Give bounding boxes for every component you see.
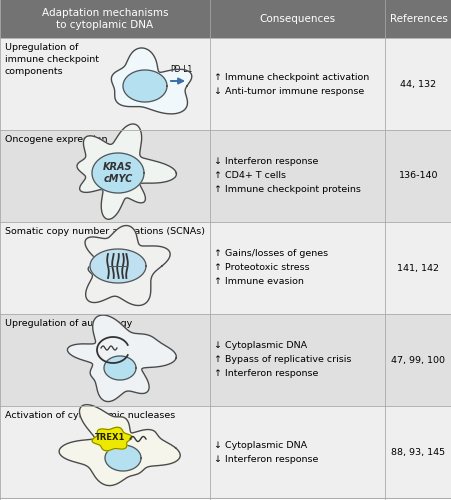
Text: cMYC: cMYC bbox=[103, 174, 132, 184]
Polygon shape bbox=[92, 428, 132, 450]
Text: TREX1: TREX1 bbox=[95, 434, 125, 442]
Text: Activation of cytoplasmic nucleases: Activation of cytoplasmic nucleases bbox=[5, 411, 175, 420]
Polygon shape bbox=[90, 249, 146, 283]
Text: 136-140: 136-140 bbox=[398, 172, 437, 180]
Text: ↑ Immune evasion: ↑ Immune evasion bbox=[213, 278, 303, 286]
Text: Consequences: Consequences bbox=[259, 14, 335, 24]
Polygon shape bbox=[105, 445, 141, 471]
Polygon shape bbox=[123, 70, 166, 102]
Bar bbox=[384, 38, 451, 130]
Text: ↓ Interferon response: ↓ Interferon response bbox=[213, 454, 318, 464]
Text: PD-L1: PD-L1 bbox=[170, 64, 192, 74]
Bar bbox=[0, 0, 451, 38]
Text: ↓ Anti-tumor immune response: ↓ Anti-tumor immune response bbox=[213, 86, 364, 96]
Bar bbox=[210, 406, 384, 498]
Polygon shape bbox=[59, 404, 180, 485]
Bar bbox=[384, 406, 451, 498]
Bar bbox=[0, 406, 210, 498]
Polygon shape bbox=[85, 226, 170, 306]
Text: ↓ Cytoplasmic DNA: ↓ Cytoplasmic DNA bbox=[213, 440, 306, 450]
Text: ↑ Interferon response: ↑ Interferon response bbox=[213, 370, 318, 378]
Text: 88, 93, 145: 88, 93, 145 bbox=[391, 448, 445, 456]
Text: 44, 132: 44, 132 bbox=[400, 80, 436, 88]
Bar bbox=[210, 130, 384, 222]
Text: ↑ Proteotoxic stress: ↑ Proteotoxic stress bbox=[213, 264, 309, 272]
Polygon shape bbox=[92, 153, 144, 193]
Text: ↑ Bypass of replicative crisis: ↑ Bypass of replicative crisis bbox=[213, 356, 350, 364]
Bar bbox=[210, 314, 384, 406]
Text: 141, 142: 141, 142 bbox=[396, 264, 438, 272]
Text: 47, 99, 100: 47, 99, 100 bbox=[391, 356, 445, 364]
Text: KRAS: KRAS bbox=[103, 162, 133, 172]
Text: ↓ Cytoplasmic DNA: ↓ Cytoplasmic DNA bbox=[213, 342, 306, 350]
Text: Upregulation of autophagy: Upregulation of autophagy bbox=[5, 319, 132, 328]
Text: ↑ Immune checkpoint proteins: ↑ Immune checkpoint proteins bbox=[213, 186, 360, 194]
Text: Oncogene expression: Oncogene expression bbox=[5, 135, 107, 144]
Text: ↑ Immune checkpoint activation: ↑ Immune checkpoint activation bbox=[213, 72, 368, 82]
Bar bbox=[384, 222, 451, 314]
Polygon shape bbox=[67, 315, 176, 402]
Text: ↑ Gains/losses of genes: ↑ Gains/losses of genes bbox=[213, 250, 327, 258]
Bar bbox=[0, 38, 210, 130]
Polygon shape bbox=[104, 356, 136, 380]
Text: ↑ CD4+ T cells: ↑ CD4+ T cells bbox=[213, 172, 285, 180]
Polygon shape bbox=[77, 124, 176, 220]
Text: Somatic copy number alterations (SCNAs): Somatic copy number alterations (SCNAs) bbox=[5, 227, 205, 236]
Bar bbox=[384, 314, 451, 406]
Text: Upregulation of
immune checkpoint
components: Upregulation of immune checkpoint compon… bbox=[5, 43, 99, 76]
Bar bbox=[0, 222, 210, 314]
Bar bbox=[210, 222, 384, 314]
Text: ↓ Interferon response: ↓ Interferon response bbox=[213, 158, 318, 166]
Bar bbox=[0, 314, 210, 406]
Polygon shape bbox=[111, 48, 191, 114]
Bar bbox=[0, 130, 210, 222]
Text: Adaptation mechanisms
to cytoplamic DNA: Adaptation mechanisms to cytoplamic DNA bbox=[41, 8, 168, 30]
Bar bbox=[384, 130, 451, 222]
Text: References: References bbox=[389, 14, 446, 24]
Bar bbox=[210, 38, 384, 130]
